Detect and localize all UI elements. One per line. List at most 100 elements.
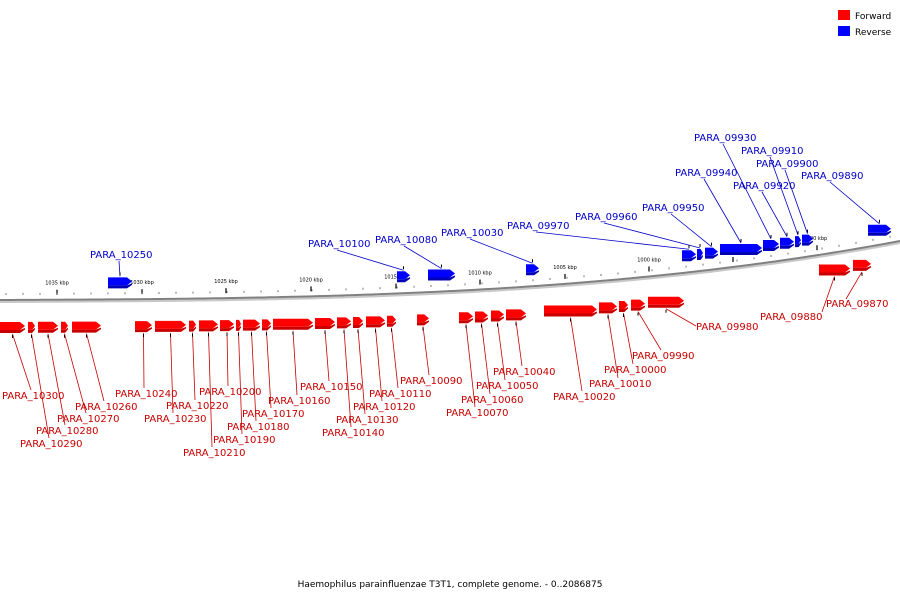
gene-shadow — [475, 317, 488, 323]
label-connector — [208, 332, 213, 448]
gene-label[interactable]: PARA_10060 — [461, 395, 523, 406]
gene-para-10210[interactable] — [199, 320, 218, 332]
gene-label[interactable]: PARA_10200 — [199, 387, 261, 398]
gene-label[interactable]: PARA_09900 — [756, 159, 818, 170]
gene-label[interactable]: PARA_09910 — [741, 146, 803, 157]
gene-para-09870[interactable] — [853, 259, 871, 271]
gene-label[interactable]: PARA_10110 — [369, 389, 431, 400]
gene-label[interactable]: PARA_10030 — [441, 228, 503, 239]
gene-shadow — [38, 327, 58, 333]
gene-para-10130[interactable] — [353, 316, 363, 328]
gene-label[interactable]: PARA_09940 — [675, 168, 737, 179]
gene-para-09930[interactable] — [763, 239, 779, 251]
gene-para-10030[interactable] — [526, 264, 539, 276]
gene-label[interactable]: PARA_09930 — [694, 133, 756, 144]
gene-arrow — [763, 239, 779, 248]
gene-para-10150[interactable] — [315, 317, 335, 329]
gene-para-10300[interactable] — [0, 321, 25, 333]
gene-label[interactable]: PARA_09960 — [575, 212, 637, 223]
gene-label[interactable]: PARA_10190 — [213, 435, 275, 446]
gene-label[interactable]: PARA_10230 — [144, 414, 206, 425]
gene-label[interactable]: PARA_10250 — [90, 250, 152, 261]
gene-shadow — [353, 322, 363, 328]
gene-para-09910[interactable] — [795, 236, 801, 248]
gene-label[interactable]: PARA_10260 — [75, 402, 137, 413]
gene-para-10260[interactable] — [72, 321, 101, 333]
gene-label[interactable]: PARA_10290 — [20, 439, 82, 450]
gene-para-09920[interactable] — [780, 237, 794, 249]
gene-para-10140[interactable] — [337, 317, 351, 329]
gene-label[interactable]: PARA_10010 — [589, 379, 651, 390]
gene-para-10290[interactable] — [28, 321, 35, 333]
gene-para-10200[interactable] — [220, 320, 234, 332]
gene-label[interactable]: PARA_10070 — [446, 408, 508, 419]
gene-label[interactable]: PARA_10170 — [242, 409, 304, 420]
gene-label[interactable]: PARA_10120 — [353, 402, 415, 413]
gene-para-09890[interactable] — [868, 224, 891, 236]
gene-label[interactable]: PARA_10150 — [300, 382, 362, 393]
gene-para-10190[interactable] — [236, 319, 241, 331]
gene-para-09970[interactable] — [682, 250, 696, 262]
gene-label[interactable]: PARA_10100 — [308, 239, 370, 250]
gene-label[interactable]: PARA_09990 — [632, 351, 694, 362]
gene-para-09960[interactable] — [697, 249, 703, 261]
gene-label[interactable]: PARA_10040 — [493, 367, 555, 378]
gene-para-10000[interactable] — [619, 300, 628, 312]
gene-para-09950[interactable] — [705, 247, 718, 259]
label-connector — [192, 332, 196, 401]
gene-label[interactable]: PARA_10140 — [322, 428, 384, 439]
gene-para-09940[interactable] — [720, 244, 762, 256]
gene-para-10230[interactable] — [155, 320, 186, 332]
gene-para-10100[interactable] — [397, 271, 410, 283]
label-connector — [238, 331, 243, 435]
gene-label[interactable]: PARA_10300 — [2, 391, 64, 402]
gene-label[interactable]: PARA_10160 — [268, 396, 330, 407]
gene-shadow — [619, 306, 628, 312]
gene-para-10070[interactable] — [459, 312, 473, 324]
gene-para-09900[interactable] — [802, 234, 813, 246]
gene-label[interactable]: PARA_10090 — [400, 376, 462, 387]
gene-para-10120[interactable] — [366, 316, 385, 328]
gene-shadow — [682, 256, 696, 262]
gene-label[interactable]: PARA_09870 — [826, 299, 888, 310]
gene-para-10050[interactable] — [491, 310, 504, 322]
gene-label[interactable]: PARA_09880 — [760, 312, 822, 323]
gene-label[interactable]: PARA_10220 — [166, 401, 228, 412]
gene-para-09980[interactable] — [648, 296, 684, 308]
gene-label[interactable]: PARA_10080 — [375, 235, 437, 246]
gene-label[interactable]: PARA_10020 — [553, 392, 615, 403]
gene-para-09880[interactable] — [819, 264, 850, 276]
gene-label[interactable]: PARA_09980 — [696, 322, 758, 333]
gene-label[interactable]: PARA_10270 — [57, 414, 119, 425]
gene-label[interactable]: PARA_09890 — [801, 171, 863, 182]
gene-para-09990[interactable] — [631, 299, 645, 311]
gene-para-10080[interactable] — [428, 269, 455, 281]
gene-para-10160[interactable] — [273, 318, 313, 330]
gene-shadow — [220, 326, 234, 332]
gene-para-10250[interactable] — [108, 277, 132, 289]
gene-label[interactable]: PARA_10240 — [115, 389, 177, 400]
gene-para-10060[interactable] — [475, 311, 488, 323]
gene-para-10010[interactable] — [599, 302, 617, 314]
gene-label[interactable]: PARA_10130 — [336, 415, 398, 426]
gene-label[interactable]: PARA_10180 — [227, 422, 289, 433]
gene-para-10110[interactable] — [387, 315, 396, 327]
gene-para-10090[interactable] — [417, 314, 429, 326]
gene-label[interactable]: PARA_10000 — [604, 365, 666, 376]
gene-para-10280[interactable] — [38, 321, 58, 333]
gene-para-10240[interactable] — [135, 321, 152, 333]
gene-label[interactable]: PARA_09920 — [733, 181, 795, 192]
gene-para-10040[interactable] — [506, 309, 526, 321]
gene-label[interactable]: PARA_10050 — [476, 381, 538, 392]
gene-label[interactable]: PARA_10210 — [183, 448, 245, 459]
gene-para-10020[interactable] — [544, 305, 597, 317]
label-connector — [64, 333, 87, 414]
gene-label[interactable]: PARA_09950 — [642, 203, 704, 214]
gene-label[interactable]: PARA_10280 — [36, 426, 98, 437]
gene-para-10180[interactable] — [243, 319, 260, 331]
gene-para-10220[interactable] — [189, 320, 196, 332]
gene-para-10170[interactable] — [262, 319, 271, 331]
gene-para-10270[interactable] — [61, 321, 68, 333]
gene-label[interactable]: PARA_09970 — [507, 221, 569, 232]
label-connector — [722, 143, 772, 240]
